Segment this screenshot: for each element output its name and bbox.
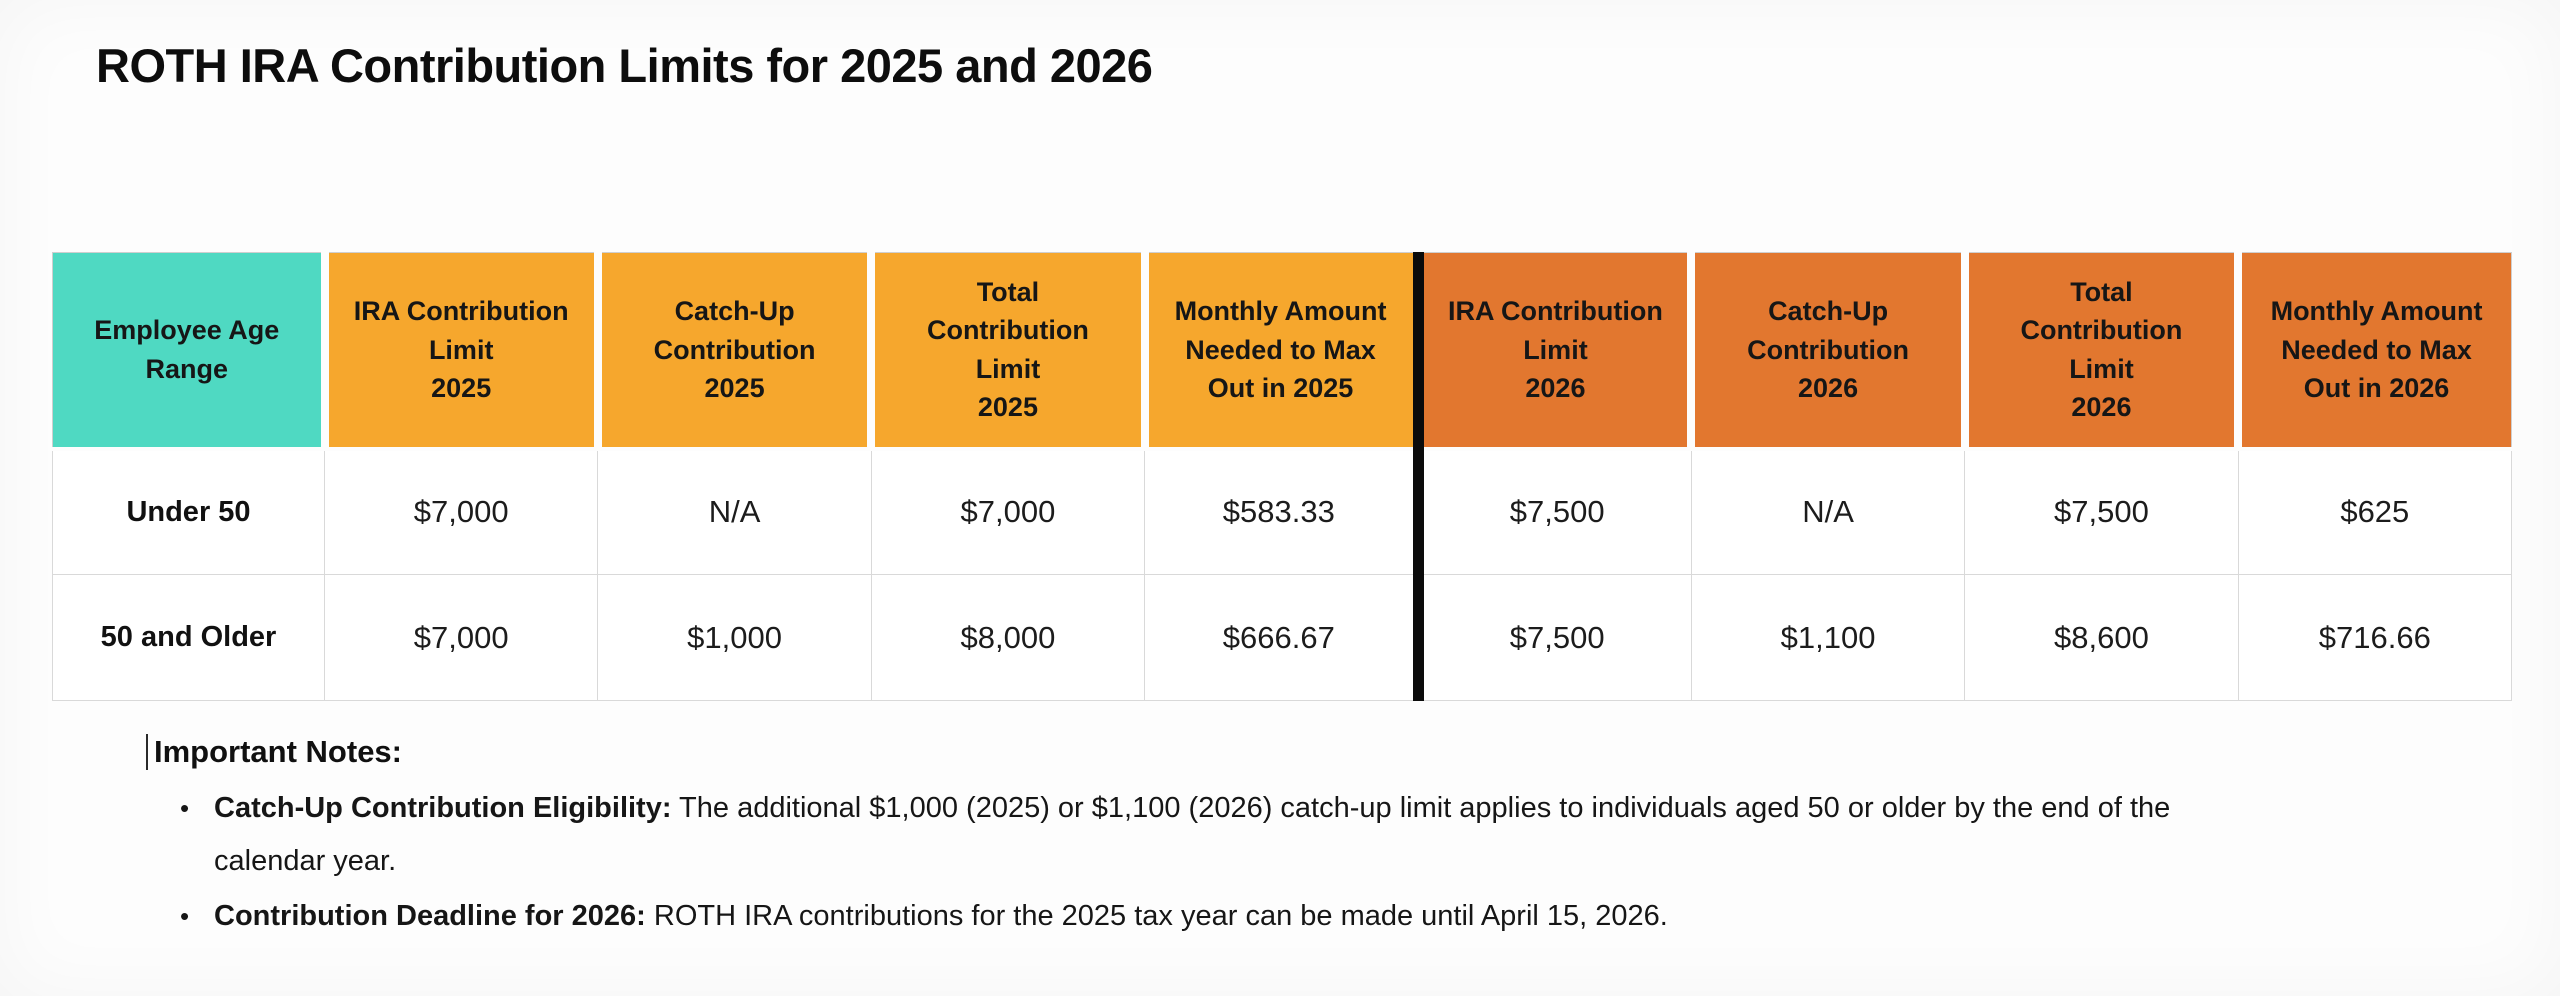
header-cell-total-limit-2025: Total Contribution Limit 2025 [867,252,1145,451]
cell-age-range: 50 and Older [52,574,325,701]
page-title: ROTH IRA Contribution Limits for 2025 an… [96,39,1153,92]
table-row-50-and-older: 50 and Older $7,000 $1,000 $8,000 $666.6… [52,574,2513,701]
cell-total-limit-2025: $8,000 [870,574,1146,701]
cell-total-limit-2026: $7,500 [1964,448,2239,575]
header-cell-employee-age-range: Employee Age Range [52,252,325,451]
bullet-icon: • [180,900,190,931]
note-lead: Catch-Up Contribution Eligibility: [214,792,672,824]
cell-monthly-max-2025: $666.67 [1144,574,1419,701]
table-row-under-50: Under 50 $7,000 N/A $7,000 $583.33 $7,50… [52,448,2513,575]
header-cell-catchup-2026: Catch-Up Contribution 2026 [1687,252,1965,451]
cell-catchup-2026: $1,100 [1690,574,1966,701]
header-cell-monthly-max-2026: Monthly Amount Needed to Max Out in 2026 [2234,252,2512,451]
cell-ira-limit-2025: $7,000 [323,448,599,575]
list-item: • Contribution Deadline for 2026: ROTH I… [180,890,2186,943]
contribution-limits-table: Employee Age Range IRA Contribution Limi… [52,252,2513,701]
cell-monthly-max-2025: $583.33 [1144,448,1419,575]
cell-catchup-2026: N/A [1690,448,1966,575]
note-body: ROTH IRA contributions for the 2025 tax … [645,899,1668,932]
cell-catchup-2025: $1,000 [597,574,872,701]
important-notes-section: Important Notes: • Catch-Up Contribution… [146,734,2186,945]
cell-total-limit-2026: $8,600 [1964,574,2239,701]
cell-total-limit-2025: $7,000 [870,448,1146,575]
header-cell-ira-limit-2026: IRA Contribution Limit 2026 [1412,252,1692,451]
note-body: The additional $1,000 (2025) or $1,100 (… [214,792,2171,877]
cell-monthly-max-2026: $716.66 [2237,574,2513,701]
bullet-icon: • [180,793,190,823]
header-cell-monthly-max-2025: Monthly Amount Needed to Max Out in 2025 [1140,252,1418,451]
header-cell-total-limit-2026: Total Contribution Limit 2026 [1960,252,2239,451]
list-item: • Catch-Up Contribution Eligibility: The… [180,782,2186,888]
cell-monthly-max-2026: $625 [2237,448,2513,575]
notes-heading: Important Notes: [146,734,402,770]
cell-catchup-2025: N/A [597,448,872,575]
header-cell-ira-limit-2025: IRA Contribution Limit 2025 [320,252,598,451]
note-lead: Contribution Deadline for 2026: [214,899,646,932]
note-text: Catch-Up Contribution Eligibility: The a… [214,782,2186,888]
header-cell-catchup-2025: Catch-Up Contribution 2025 [593,252,872,451]
cell-age-range: Under 50 [52,448,325,575]
cell-ira-limit-2026: $7,500 [1412,448,1692,575]
cell-ira-limit-2026: $7,500 [1412,574,1692,701]
header-row: Employee Age Range IRA Contribution Limi… [52,252,2512,451]
note-text: Contribution Deadline for 2026: ROTH IRA… [214,890,2186,943]
limits-table: Employee Age Range IRA Contribution Limi… [52,252,2513,701]
cell-ira-limit-2025: $7,000 [323,574,599,701]
